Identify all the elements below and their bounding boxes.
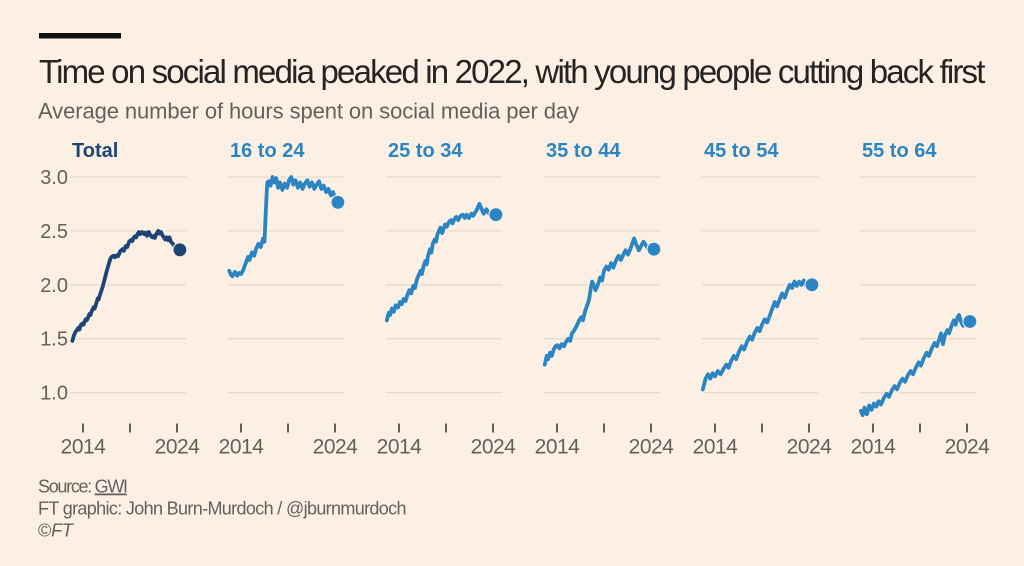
svg-text:1.0: 1.0	[40, 383, 68, 405]
svg-text:2.5: 2.5	[40, 221, 68, 243]
svg-text:2024: 2024	[313, 436, 359, 459]
svg-text:2014: 2014	[535, 436, 581, 459]
svg-text:©FT: ©FT	[38, 521, 75, 541]
svg-text:2014: 2014	[851, 436, 897, 459]
svg-text:2.0: 2.0	[40, 275, 68, 297]
svg-text:2024: 2024	[629, 436, 675, 459]
svg-text:35 to 44: 35 to 44	[546, 140, 621, 162]
svg-text:25 to 34: 25 to 34	[388, 140, 463, 162]
svg-text:2024: 2024	[155, 436, 201, 459]
svg-text:2024: 2024	[787, 436, 833, 459]
svg-text:2024: 2024	[945, 436, 991, 459]
svg-text:1.5: 1.5	[40, 329, 68, 351]
svg-text:Source: GWI: Source: GWI	[38, 477, 127, 497]
svg-text:Time on social media peaked in: Time on social media peaked in 2022, wit…	[39, 53, 985, 90]
svg-text:2014: 2014	[61, 436, 107, 459]
svg-text:2014: 2014	[219, 436, 265, 459]
svg-text:2014: 2014	[693, 436, 739, 459]
svg-text:16 to 24: 16 to 24	[230, 140, 305, 162]
svg-text:Total: Total	[72, 140, 118, 162]
svg-text:Average number of hours spent: Average number of hours spent on social …	[38, 99, 579, 124]
svg-text:2014: 2014	[377, 436, 423, 459]
svg-text:FT graphic: John Burn-Murdoch: FT graphic: John Burn-Murdoch / @jburnmu…	[38, 499, 406, 519]
svg-text:55 to 64: 55 to 64	[862, 140, 937, 162]
svg-text:45 to 54: 45 to 54	[704, 140, 779, 162]
svg-text:3.0: 3.0	[40, 167, 68, 189]
svg-text:2024: 2024	[471, 436, 517, 459]
